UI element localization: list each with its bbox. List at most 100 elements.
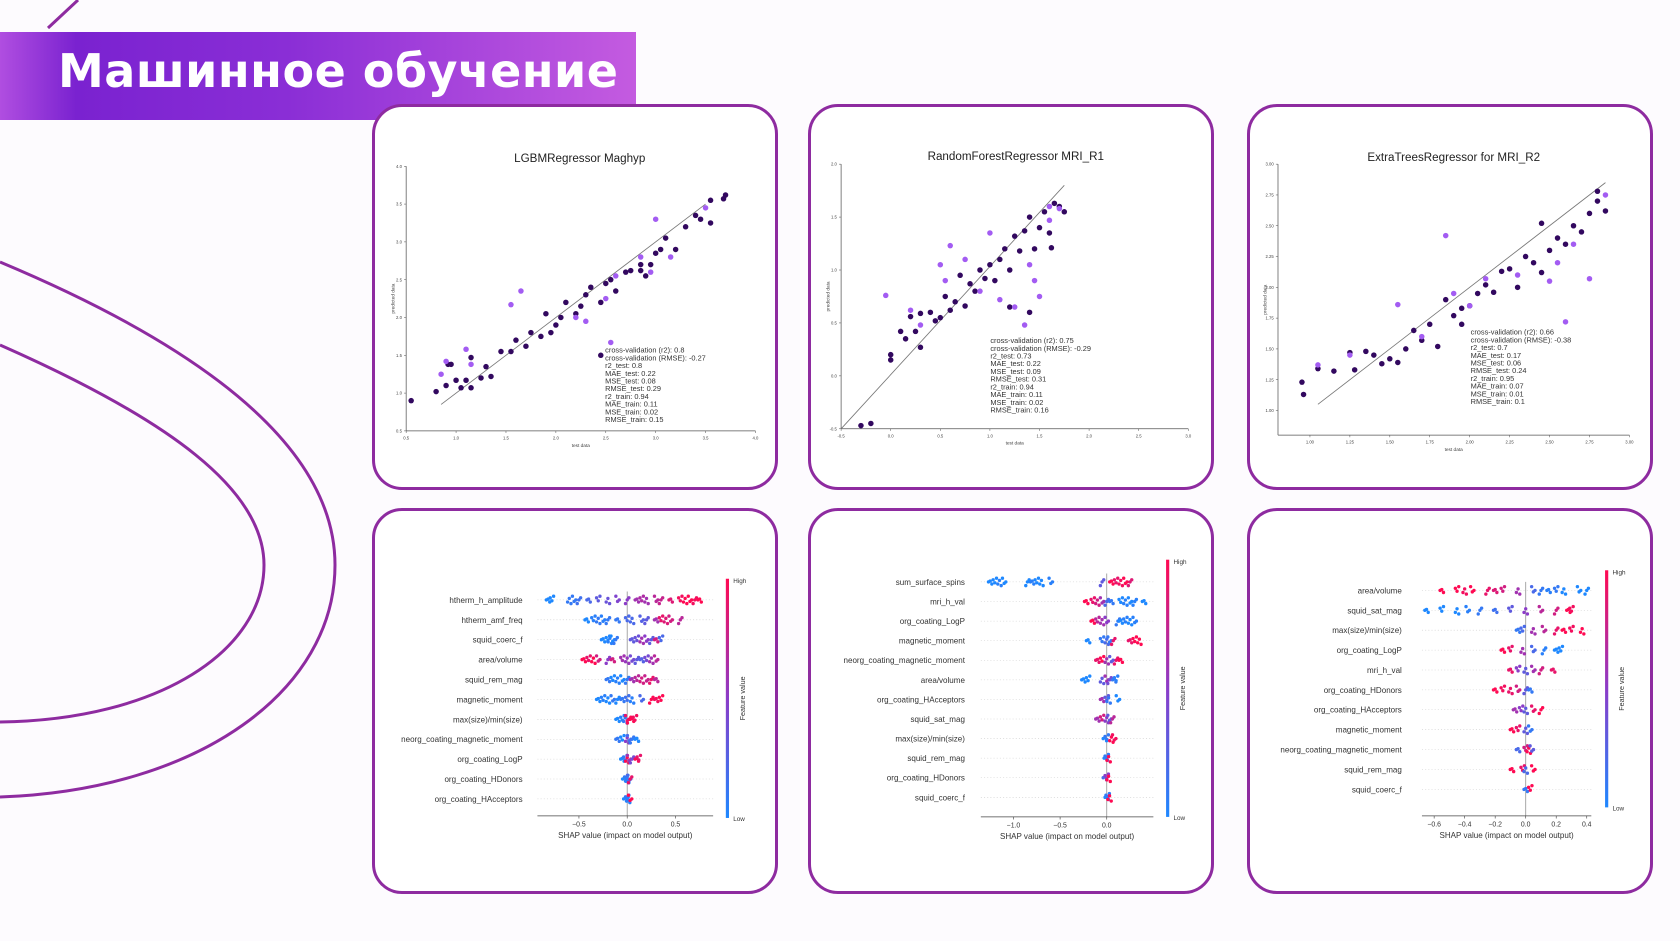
shap-point: [615, 617, 620, 621]
shap-point: [1426, 610, 1430, 615]
shap-point: [1100, 659, 1104, 663]
shap-point: [627, 614, 631, 618]
shap-point: [1111, 658, 1115, 662]
shap-point: [639, 636, 644, 640]
y-tick-label: 2.25: [1266, 254, 1275, 259]
shap-point: [1556, 650, 1560, 654]
shap-point: [697, 597, 702, 601]
shap-point: [627, 596, 631, 600]
y-tick-label: 2.0: [396, 315, 403, 320]
shap-point: [1514, 590, 1519, 595]
shap-point: [1106, 635, 1110, 639]
shap-point: [646, 638, 650, 642]
shap-point: [1108, 721, 1113, 725]
test-point: [1466, 303, 1473, 309]
train-point: [1530, 259, 1537, 266]
train-point: [657, 246, 664, 253]
shap-point: [1100, 696, 1104, 701]
shap-point: [1103, 641, 1107, 645]
feature-label: neorg_coating_magnetic_moment: [401, 735, 523, 744]
shap-point: [603, 618, 607, 622]
shap-point: [1552, 632, 1557, 636]
feature-label: org_coating_LogP: [900, 617, 965, 626]
shap-point: [1540, 586, 1545, 590]
shap-point: [1518, 724, 1522, 728]
shap-point: [1525, 771, 1530, 775]
shap-point: [1047, 576, 1051, 580]
train-point: [1546, 247, 1553, 254]
shap-point: [1499, 686, 1503, 690]
shap-point: [1524, 706, 1528, 710]
shap-point: [614, 594, 618, 598]
shap-point: [656, 657, 660, 662]
shap-point: [606, 596, 610, 601]
y-tick-label: 3.0: [396, 239, 403, 244]
shap-point: [594, 596, 599, 600]
shap-point: [1508, 686, 1513, 691]
metric-text: MAE_train: 0.11: [990, 390, 1042, 399]
feature-value-colorbar: [1166, 559, 1170, 817]
shap-point: [681, 600, 686, 604]
x-tick-label: −0.6: [1427, 821, 1441, 828]
shap-point: [1518, 750, 1522, 754]
shap-point: [1575, 584, 1580, 589]
shap-point: [615, 736, 620, 741]
shap-point: [1495, 590, 1499, 595]
shap-point: [1524, 666, 1528, 671]
train-point: [453, 377, 459, 383]
x-tick-label: 1.5: [1037, 433, 1044, 438]
metric-text: MAE_train: 0.07: [1471, 382, 1524, 391]
shap-point: [617, 620, 621, 624]
shap-point: [1109, 579, 1114, 583]
shap-point: [1528, 687, 1532, 691]
shap-point: [1533, 708, 1537, 712]
train-point: [967, 281, 973, 287]
shap-point: [1095, 716, 1100, 720]
shap-point: [551, 594, 556, 598]
y-tick-label: 1.00: [1266, 408, 1275, 413]
shap-point: [1033, 578, 1037, 582]
train-point: [627, 267, 634, 274]
shap-point: [1116, 674, 1120, 678]
shap-point: [1548, 590, 1552, 595]
shap-point: [1525, 711, 1530, 716]
feature-label: org_coating_LogP: [457, 755, 522, 764]
train-point: [1026, 214, 1033, 220]
shap-point: [641, 594, 646, 598]
x-tick-label: −0.2: [1488, 821, 1502, 828]
train-point: [868, 420, 874, 427]
metric-text: cross-validation (r2): 0.8: [605, 346, 684, 355]
shap-point: [654, 617, 658, 621]
shap-point: [615, 716, 620, 721]
shap-point: [1525, 750, 1529, 754]
shap-point: [575, 601, 579, 606]
shap-point: [620, 658, 625, 663]
train-point: [907, 313, 914, 320]
metric-text: r2_train: 0.94: [990, 382, 1034, 391]
metric-text: cross-validation (RMSE): -0.29: [990, 344, 1091, 353]
metric-text: MAE_test: 0.22: [605, 369, 656, 378]
shap-point: [1457, 584, 1461, 589]
shap-point: [1552, 586, 1557, 590]
shap-point: [623, 713, 628, 718]
train-point: [1371, 352, 1377, 358]
shap-point: [1556, 584, 1560, 589]
shap-point: [1119, 618, 1123, 622]
x-tick-label: 3.00: [1625, 440, 1634, 445]
train-point: [408, 397, 414, 404]
shap-point: [1130, 641, 1134, 645]
shap-point: [623, 681, 628, 685]
train-point: [977, 267, 983, 273]
train-point: [1002, 246, 1008, 252]
shap-point: [623, 759, 628, 763]
shap-point: [1030, 579, 1034, 583]
shap-point: [1514, 684, 1519, 688]
shap-point: [1578, 630, 1583, 634]
shap-point: [639, 657, 644, 661]
shap-point: [633, 675, 637, 680]
shap-point: [1100, 639, 1104, 644]
chart-title: RandomForestRegressor MRI_R1: [928, 150, 1104, 163]
shap-point: [662, 620, 666, 624]
test-point: [1586, 275, 1593, 282]
shap-point: [604, 661, 608, 666]
